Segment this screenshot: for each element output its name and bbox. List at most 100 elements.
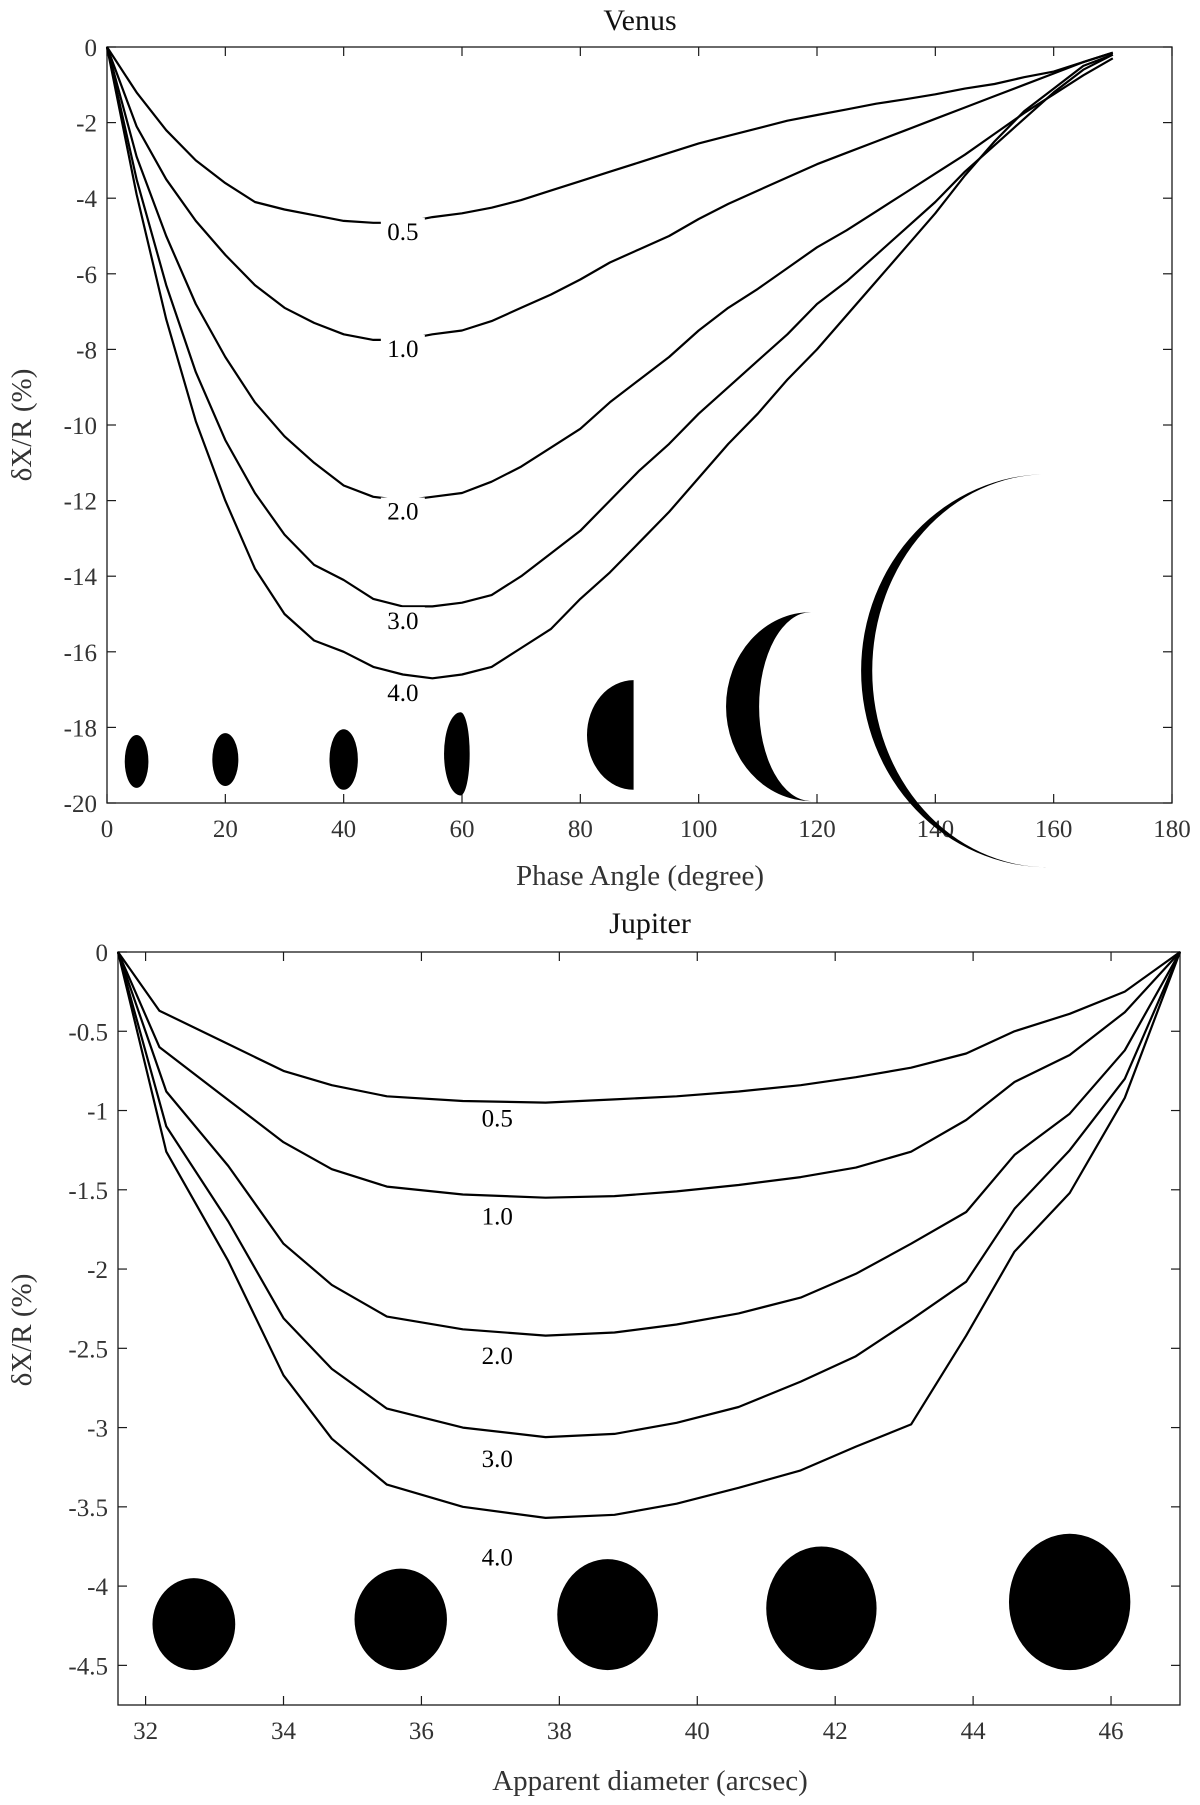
venus-series-line-2.0 — [105, 46, 1114, 502]
venus-x-tick-label: 40 — [331, 816, 356, 843]
jupiter-series-line-4.0 — [116, 951, 1182, 1520]
jupiter-curve-label-bg — [475, 1543, 520, 1572]
venus-plot-frame — [106, 46, 1173, 804]
jupiter-chart: Jupiter 32 34 36 38 40 42 44 46 0 -0.5 -1 -1.5 -2 -2… — [6, 907, 1182, 1797]
jupiter-x-ticks: 32 34 36 38 40 42 44 46 — [133, 952, 1124, 1745]
jupiter-curve-label-bg — [475, 1104, 520, 1133]
venus-series-line-3.0 — [105, 46, 1114, 608]
jupiter-curve-label-bg — [475, 1445, 520, 1474]
venus-chart: Venus 0 20 40 60 80 100 120 140 160 180 0 -2 -4 -6 -8… — [6, 4, 1191, 892]
jupiter-plot-frame — [117, 951, 1181, 1706]
jupiter-x-tick-label: 42 — [823, 1718, 848, 1745]
venus-curve-label-3.0: 3.0 — [387, 608, 418, 635]
venus-phase-icons — [124, 474, 1048, 868]
jupiter-disk-icon — [354, 1568, 447, 1671]
venus-y-tick-label: 0 — [85, 35, 98, 62]
jupiter-x-tick-label: 40 — [685, 1718, 710, 1745]
venus-curve-label-4.0: 4.0 — [387, 680, 418, 707]
jupiter-y-tick-label: -0.5 — [68, 1019, 108, 1046]
jupiter-curve-label-1.0: 1.0 — [482, 1204, 513, 1231]
venus-curve-label-bg — [380, 607, 425, 636]
venus-x-tick-label: 160 — [1035, 816, 1073, 843]
jupiter-y-axis-title: δX/R (%) — [6, 1274, 38, 1387]
jupiter-y-tick-label: -1 — [87, 1099, 108, 1126]
venus-y-tick-label: -10 — [64, 413, 97, 440]
jupiter-curve-label-4.0: 4.0 — [482, 1544, 513, 1571]
venus-curve-label-bg — [380, 678, 425, 707]
venus-curve-label-2.0: 2.0 — [387, 499, 418, 526]
venus-curve-label-0.5: 0.5 — [387, 219, 418, 246]
venus-x-tick-label: 60 — [450, 816, 475, 843]
jupiter-y-tick-label: -2.5 — [68, 1336, 108, 1363]
jupiter-curve-label-3.0: 3.0 — [482, 1446, 513, 1473]
venus-x-tick-label: 100 — [680, 816, 718, 843]
jupiter-x-axis-title: Apparent diameter (arcsec) — [492, 1765, 808, 1797]
venus-series-line-0.5 — [106, 46, 1114, 224]
venus-x-tick-label: 180 — [1153, 816, 1191, 843]
venus-series-line-1.0 — [105, 46, 1114, 341]
jupiter-curve-label-bg — [475, 1202, 520, 1231]
venus-y-tick-label: -18 — [64, 715, 97, 742]
jupiter-y-ticks: 0 -0.5 -1 -1.5 -2 -2.5 -3 -3.5 -4 -4.5 — [68, 940, 1180, 1680]
venus-y-tick-label: -14 — [64, 564, 98, 591]
venus-x-tick-label: 120 — [798, 816, 836, 843]
venus-title: Venus — [603, 4, 676, 37]
jupiter-series-line-1.0 — [116, 951, 1181, 1199]
jupiter-series-line-2.0 — [116, 951, 1181, 1337]
jupiter-x-tick-label: 34 — [271, 1718, 297, 1745]
venus-x-tick-label: 80 — [568, 816, 593, 843]
venus-curve-labels: 0.5 1.0 2.0 3.0 4.0 — [380, 217, 425, 707]
venus-y-tick-label: -4 — [76, 186, 97, 213]
jupiter-disk-icon — [152, 1578, 236, 1671]
venus-y-ticks: 0 -2 -4 -6 -8 -10 -12 -14 -16 -18 -20 — [64, 35, 1172, 818]
jupiter-curve-label-0.5: 0.5 — [482, 1105, 513, 1132]
venus-y-tick-label: -16 — [64, 640, 97, 667]
venus-curve-label-bg — [380, 334, 425, 363]
jupiter-x-tick-label: 46 — [1099, 1718, 1124, 1745]
jupiter-y-tick-label: 0 — [96, 940, 109, 967]
jupiter-x-tick-label: 38 — [547, 1718, 572, 1745]
venus-x-tick-label: 20 — [213, 816, 238, 843]
venus-phase-160-icon — [861, 474, 1048, 868]
jupiter-y-tick-label: -1.5 — [68, 1178, 108, 1205]
venus-y-axis-title: δX/R (%) — [6, 369, 38, 482]
jupiter-y-tick-label: -2 — [87, 1257, 108, 1284]
venus-curve-label-1.0: 1.0 — [387, 336, 418, 363]
jupiter-y-tick-label: -4 — [87, 1574, 108, 1601]
jupiter-curve-label-bg — [475, 1342, 520, 1371]
venus-x-axis-title: Phase Angle (degree) — [516, 860, 764, 892]
venus-y-tick-label: -20 — [64, 791, 97, 818]
jupiter-series-line-3.0 — [116, 951, 1182, 1439]
venus-series — [105, 46, 1114, 680]
venus-phase-3-icon — [124, 734, 149, 788]
jupiter-title: Jupiter — [609, 907, 691, 940]
jupiter-y-tick-label: -3 — [87, 1416, 108, 1443]
venus-curve-label-bg — [380, 497, 425, 526]
jupiter-disk-icon — [557, 1559, 658, 1671]
venus-y-tick-label: -6 — [76, 262, 97, 289]
jupiter-x-tick-label: 44 — [961, 1718, 987, 1745]
venus-y-tick-label: -8 — [76, 337, 97, 364]
jupiter-x-tick-label: 32 — [133, 1718, 158, 1745]
jupiter-curve-labels: 0.5 1.0 2.0 3.0 4.0 — [475, 1104, 520, 1572]
venus-x-tick-label: 0 — [101, 816, 114, 843]
venus-y-tick-label: -2 — [76, 111, 97, 138]
jupiter-series-line-0.5 — [117, 951, 1181, 1104]
jupiter-disk-icons — [152, 1533, 1131, 1671]
jupiter-y-tick-label: -4.5 — [68, 1653, 108, 1680]
venus-phase-60-icon — [444, 712, 470, 796]
venus-curve-label-bg — [380, 217, 425, 246]
venus-phase-90-icon — [586, 680, 634, 790]
jupiter-x-tick-label: 36 — [409, 1718, 434, 1745]
venus-y-tick-label: -12 — [64, 489, 97, 516]
jupiter-disk-icon — [766, 1546, 877, 1671]
jupiter-disk-icon — [1008, 1533, 1131, 1671]
jupiter-series — [116, 951, 1182, 1520]
venus-x-tick-label: 140 — [917, 816, 955, 843]
venus-phase-120-icon — [726, 612, 812, 802]
venus-phase-40-icon — [329, 729, 358, 790]
jupiter-y-tick-label: -3.5 — [68, 1495, 108, 1522]
venus-phase-20-icon — [212, 733, 239, 786]
venus-x-ticks: 0 20 40 60 80 100 120 140 160 180 — [101, 47, 1191, 843]
